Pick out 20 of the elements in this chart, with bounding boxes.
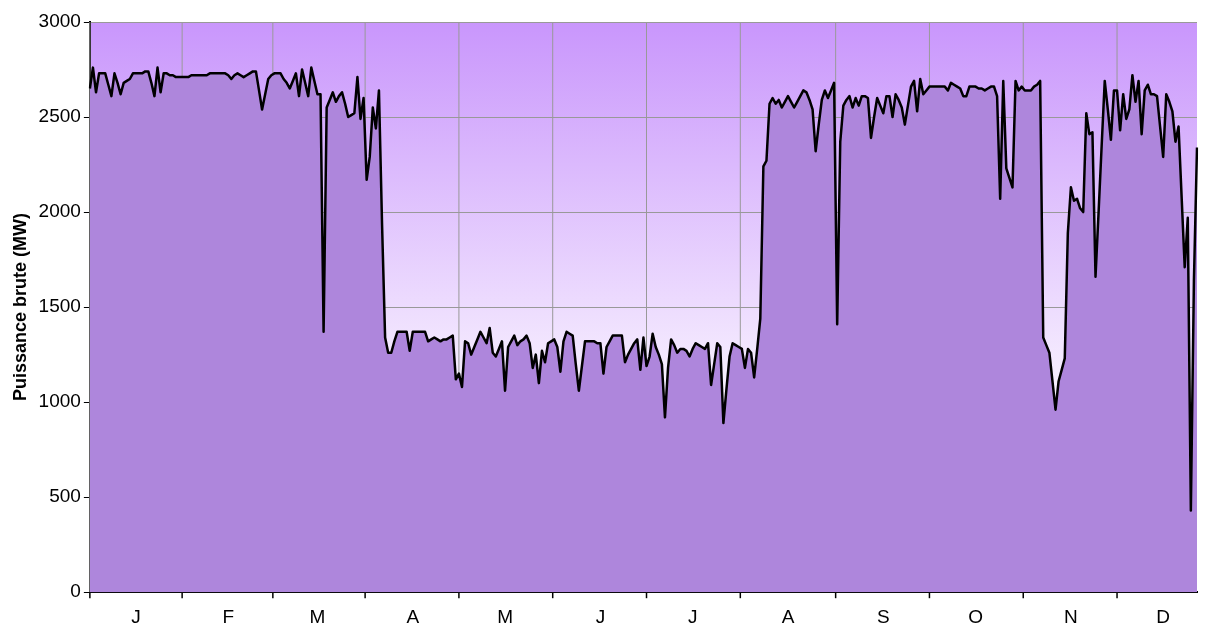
x-tick-label: J (687, 605, 698, 627)
x-tick-label: F (222, 605, 235, 627)
x-tick-label: J (595, 605, 606, 627)
y-tick-label: 2000 (38, 200, 81, 222)
y-tick-label: 1000 (38, 390, 81, 412)
y-tick-label: 0 (70, 580, 81, 602)
x-tick-label: A (406, 605, 420, 627)
x-tick-label: M (497, 605, 513, 627)
y-tick-label: 2500 (38, 105, 81, 127)
x-tick-label: N (1064, 605, 1078, 627)
x-tick-label: O (968, 605, 983, 627)
y-tick-label: 3000 (38, 10, 81, 32)
x-tick-label: D (1156, 605, 1171, 627)
x-tick-label: M (309, 605, 326, 627)
x-tick-label: S (876, 605, 890, 627)
y-tick-label: 1500 (38, 295, 81, 317)
y-tick-label: 500 (49, 485, 81, 507)
x-tick-label: J (131, 605, 141, 627)
x-tick-label: A (781, 605, 795, 627)
y-axis-title: Puissance brute (MW) (9, 213, 30, 402)
